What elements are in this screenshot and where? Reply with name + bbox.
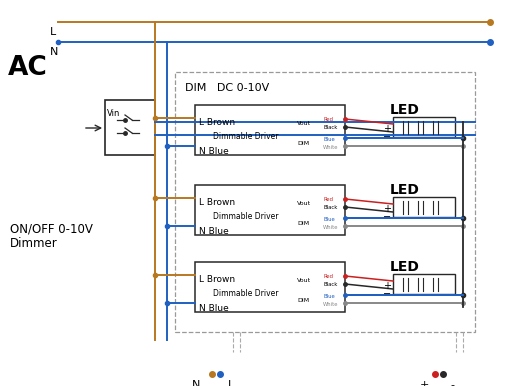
Bar bbox=[175, 72, 475, 332]
Text: DIM: DIM bbox=[297, 221, 309, 226]
Text: N Blue: N Blue bbox=[199, 147, 229, 156]
Text: Vin: Vin bbox=[107, 109, 121, 118]
Text: -: - bbox=[450, 380, 454, 386]
Text: LED: LED bbox=[390, 260, 420, 274]
Text: L Brown: L Brown bbox=[199, 198, 235, 207]
Text: +: + bbox=[383, 124, 391, 134]
Bar bbox=[393, 117, 455, 137]
Text: Dimmable Driver: Dimmable Driver bbox=[213, 212, 278, 221]
Bar bbox=[393, 197, 455, 217]
Text: N: N bbox=[50, 47, 58, 57]
Text: N: N bbox=[192, 380, 200, 386]
Text: L Brown: L Brown bbox=[199, 118, 235, 127]
Text: +: + bbox=[383, 204, 391, 214]
Text: White: White bbox=[323, 302, 338, 307]
Text: −: − bbox=[383, 132, 391, 142]
Text: Blue: Blue bbox=[323, 137, 335, 142]
Text: LED: LED bbox=[390, 103, 420, 117]
Bar bbox=[195, 185, 345, 235]
Text: −: − bbox=[383, 289, 391, 299]
Bar bbox=[195, 262, 345, 312]
Text: Red: Red bbox=[323, 197, 333, 202]
Text: L Brown: L Brown bbox=[199, 275, 235, 284]
Text: AC: AC bbox=[8, 55, 48, 81]
Text: Black: Black bbox=[323, 282, 337, 287]
Text: +: + bbox=[383, 281, 391, 291]
Text: Dimmable Driver: Dimmable Driver bbox=[213, 132, 278, 141]
Text: White: White bbox=[323, 145, 338, 150]
Text: Blue: Blue bbox=[323, 217, 335, 222]
Text: +: + bbox=[420, 380, 430, 386]
Text: Black: Black bbox=[323, 125, 337, 130]
Text: N Blue: N Blue bbox=[199, 304, 229, 313]
Text: Dimmable Driver: Dimmable Driver bbox=[213, 289, 278, 298]
Text: LED: LED bbox=[390, 183, 420, 197]
Text: Blue: Blue bbox=[323, 294, 335, 299]
Text: Red: Red bbox=[323, 117, 333, 122]
Text: Vout: Vout bbox=[297, 201, 311, 206]
Text: DIM: DIM bbox=[297, 141, 309, 146]
Text: N Blue: N Blue bbox=[199, 227, 229, 236]
Bar bbox=[195, 105, 345, 155]
Text: L: L bbox=[228, 380, 234, 386]
Text: −: − bbox=[383, 212, 391, 222]
Text: Vout: Vout bbox=[297, 278, 311, 283]
Text: DIM: DIM bbox=[297, 298, 309, 303]
Text: ON/OFF 0-10V
Dimmer: ON/OFF 0-10V Dimmer bbox=[10, 222, 93, 250]
Bar bbox=[105, 100, 155, 155]
Text: White: White bbox=[323, 225, 338, 230]
Text: Red: Red bbox=[323, 274, 333, 279]
Text: Black: Black bbox=[323, 205, 337, 210]
Text: Vout: Vout bbox=[297, 121, 311, 126]
Bar bbox=[393, 274, 455, 294]
Text: L: L bbox=[50, 27, 56, 37]
Text: DIM   DC 0-10V: DIM DC 0-10V bbox=[185, 83, 269, 93]
